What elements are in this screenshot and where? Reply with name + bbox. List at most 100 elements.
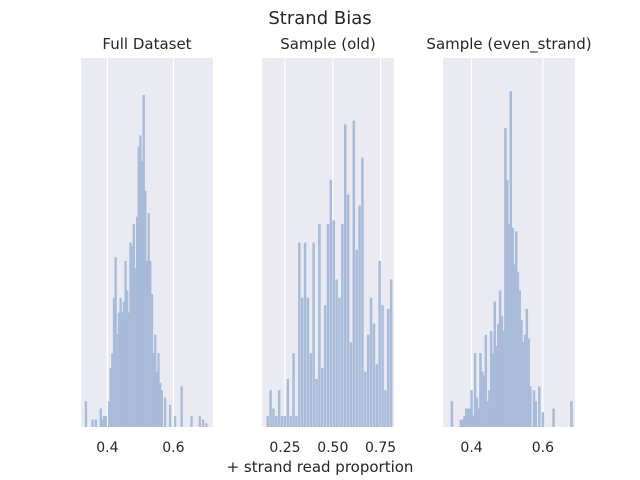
histogram-bar <box>529 386 532 427</box>
histogram-bar <box>502 331 505 427</box>
histogram-bar <box>495 345 498 427</box>
histogram-bar <box>534 401 538 427</box>
histogram-bar <box>450 401 454 427</box>
histogram-bar <box>295 415 298 427</box>
histogram-bar <box>505 179 509 427</box>
histogram-bar <box>104 415 107 427</box>
histogram-bar <box>364 371 367 427</box>
histogram-bar <box>335 279 338 427</box>
x-tick-label: 0.6 <box>162 440 184 456</box>
subplot-2: 0.25 0.50 0.75 Sample (old) <box>262 35 396 456</box>
histogram-bar <box>459 419 463 427</box>
histogram-bar <box>272 408 275 427</box>
histogram-bar <box>283 415 287 427</box>
histogram-bar <box>338 297 341 427</box>
histogram-bar <box>514 231 518 427</box>
histogram-bar <box>119 297 122 427</box>
histogram-bar <box>464 408 468 427</box>
histogram-bar <box>163 397 167 427</box>
histogram-bar <box>473 353 477 427</box>
histogram-bar <box>482 375 486 427</box>
histogram-bar <box>300 297 304 427</box>
histogram-bar <box>101 419 104 427</box>
histogram-bar <box>112 297 116 427</box>
histogram-bar <box>500 316 504 427</box>
histogram-bar <box>99 408 102 427</box>
histogram-bar <box>286 379 290 427</box>
histogram-bar <box>198 415 201 427</box>
histogram-bar <box>155 371 159 427</box>
histogram-bar <box>472 415 475 427</box>
histogram-bar <box>518 290 521 427</box>
histogram-bar <box>126 290 129 427</box>
histogram-bar <box>358 205 361 427</box>
histogram-bar <box>475 397 479 427</box>
histogram-bar <box>154 334 157 427</box>
histogram-bar <box>159 382 162 427</box>
x-tick-label: 0.4 <box>96 440 118 456</box>
x-tick-label: 0.75 <box>365 440 396 456</box>
histogram-bar <box>468 408 472 427</box>
histogram-bar <box>541 412 545 427</box>
histogram-bar <box>144 190 147 427</box>
figure-xlabel: + strand read proportion <box>226 458 414 476</box>
histogram-bar <box>372 323 376 427</box>
histogram-bar <box>173 415 177 427</box>
histogram-bar <box>306 297 310 427</box>
x-tick-label: 0.50 <box>317 440 348 456</box>
histogram-bar <box>326 224 330 427</box>
histogram-bar <box>532 390 536 427</box>
histogram-bar <box>134 268 137 427</box>
histogram-bar <box>160 390 164 427</box>
histogram-bar <box>145 260 149 427</box>
histogram-bar <box>387 308 390 427</box>
histogram-bar <box>389 279 393 427</box>
histogram-bar <box>114 257 117 427</box>
histogram-bar <box>129 242 132 427</box>
histogram-bar <box>205 423 208 427</box>
histogram-bar <box>538 386 541 427</box>
histogram-bar <box>509 91 513 428</box>
histogram-bar <box>369 297 373 427</box>
histogram-bar <box>277 390 281 427</box>
subplot-title: Sample (old) <box>280 35 376 53</box>
histogram-bar <box>157 353 160 427</box>
histogram-bar <box>318 224 321 427</box>
histogram-bar <box>121 312 124 427</box>
histogram-bar <box>520 319 523 427</box>
histogram-bar <box>527 338 530 427</box>
histogram-bar <box>137 146 140 427</box>
histogram-bar <box>523 334 527 427</box>
subplot-1: 0.4 0.6 Full Dataset <box>81 35 213 456</box>
histogram-bar <box>321 367 324 427</box>
histogram-bar <box>201 419 205 427</box>
subplot-3: 0.4 0.6 Sample (even_strand) <box>426 35 591 456</box>
histogram-bar <box>378 260 381 427</box>
histogram-bar <box>315 379 318 427</box>
histogram-bar <box>341 224 344 427</box>
histogram-bar <box>149 260 152 427</box>
histogram-bar <box>298 242 301 427</box>
histogram-bar <box>466 408 470 427</box>
figure-title: Strand Bias <box>268 8 372 29</box>
histogram-bar <box>346 194 350 427</box>
histogram-bar <box>463 415 466 427</box>
histogram-bar <box>309 353 313 427</box>
histogram-bar <box>147 212 150 427</box>
histogram-bar <box>323 305 327 427</box>
histogram-bar <box>109 367 112 427</box>
histogram-bar <box>381 305 384 427</box>
histogram-bar <box>491 353 495 427</box>
histogram-bar <box>117 312 121 427</box>
histogram-bar <box>332 220 335 427</box>
histogram-bar <box>269 390 272 427</box>
histogram-bar <box>116 334 119 427</box>
histogram-bar <box>511 227 514 427</box>
subplot-title: Full Dataset <box>102 35 191 53</box>
histogram-bar <box>507 224 511 427</box>
histogram-bar <box>329 179 333 427</box>
histogram-bar <box>522 342 525 427</box>
histogram-bar <box>152 353 155 427</box>
